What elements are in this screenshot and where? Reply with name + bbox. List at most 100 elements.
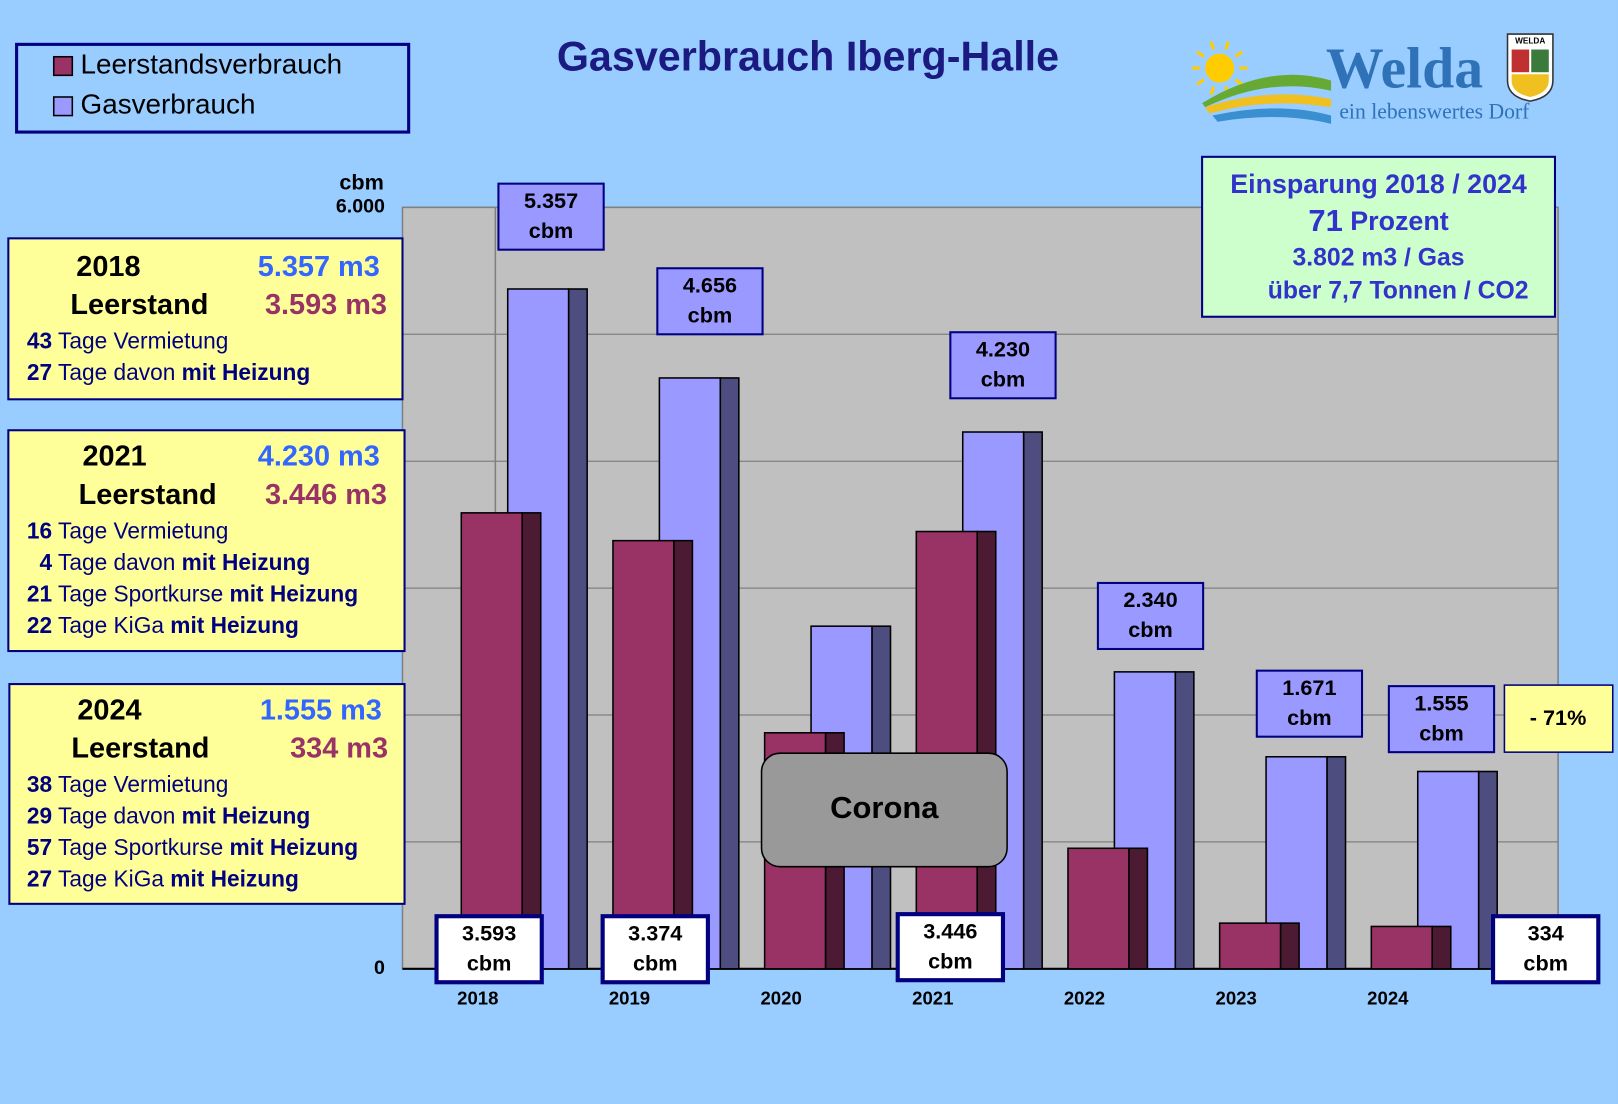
info-segment: 43 bbox=[27, 328, 52, 354]
y-tick-label: 6.000 bbox=[336, 196, 385, 218]
bar-side bbox=[1128, 847, 1149, 970]
change-label: - 71% bbox=[1530, 705, 1587, 730]
x-tick-label: 2023 bbox=[1216, 988, 1257, 1009]
logo-ray bbox=[1209, 86, 1216, 96]
info-line: 22 Tage KiGa mit Heizung bbox=[27, 612, 299, 638]
logo-wave bbox=[1212, 108, 1332, 124]
info-total: 5.357 m3 bbox=[258, 251, 380, 283]
x-tick-label: 2019 bbox=[609, 988, 650, 1009]
logo-crest-text: WELDA bbox=[1515, 36, 1545, 45]
x-tick-label: 2022 bbox=[1064, 988, 1105, 1009]
logo-hill bbox=[1202, 74, 1332, 108]
info-line: 57 Tage Sportkurse mit Heizung bbox=[27, 834, 358, 860]
info-line: 27 Tage davon mit Heizung bbox=[27, 359, 310, 385]
annotation-box bbox=[760, 752, 1008, 868]
value-label: 4.656 bbox=[683, 273, 737, 298]
info-box bbox=[7, 429, 406, 653]
info-year: 2024 bbox=[77, 695, 141, 727]
info-segment: Tage davon bbox=[52, 803, 182, 829]
value-label-box bbox=[1255, 669, 1364, 738]
info-line: 27 Tage KiGa mit Heizung bbox=[27, 866, 299, 892]
info-segment: 57 bbox=[27, 834, 52, 860]
value-label-box bbox=[1387, 685, 1496, 754]
info-segment: Tage Vermietung bbox=[52, 771, 228, 797]
logo-wave bbox=[1205, 94, 1332, 114]
bar-side bbox=[1431, 925, 1452, 970]
legend-label: Gasverbrauch bbox=[81, 89, 256, 120]
logo-crest-base bbox=[1511, 74, 1549, 97]
logo-ray bbox=[1234, 78, 1244, 86]
info-segment: 27 bbox=[27, 359, 52, 385]
bar-side bbox=[1174, 671, 1195, 970]
info-segment: mit Heizung bbox=[182, 359, 311, 385]
bar bbox=[915, 530, 978, 970]
value-label-unit: cbm bbox=[529, 218, 574, 243]
x-tick-label: 2021 bbox=[912, 988, 953, 1009]
info-segment: Tage Vermietung bbox=[52, 517, 228, 543]
logo-slogan: ein lebenswertes Dorf bbox=[1339, 99, 1530, 123]
logo-ray bbox=[1224, 41, 1230, 50]
y-axis-unit: cbm bbox=[339, 169, 384, 194]
logo-name: Welda bbox=[1326, 38, 1483, 101]
info-segment: mit Heizung bbox=[230, 580, 359, 606]
info-leer-label: Leerstand bbox=[79, 479, 217, 511]
savings-percent-text: Prozent bbox=[1343, 206, 1449, 236]
value-label-unit: cbm bbox=[1523, 950, 1568, 975]
x-tick-label: 2018 bbox=[457, 988, 498, 1009]
info-segment: Tage KiGa bbox=[52, 866, 170, 892]
logo-ray bbox=[1196, 78, 1205, 86]
info-segment: mit Heizung bbox=[230, 834, 359, 860]
bar-side bbox=[1022, 431, 1043, 970]
value-label-box bbox=[656, 267, 764, 336]
value-label: 3.374 bbox=[628, 921, 682, 946]
info-segment: Tage KiGa bbox=[52, 612, 170, 638]
value-label: 334 bbox=[1528, 921, 1564, 946]
value-label-unit: cbm bbox=[633, 950, 678, 975]
info-leer: 3.446 m3 bbox=[265, 479, 387, 511]
info-line: 21 Tage Sportkurse mit Heizung bbox=[27, 580, 358, 606]
value-label-unit: cbm bbox=[467, 950, 512, 975]
info-segment: Tage Sportkurse bbox=[52, 580, 229, 606]
info-segment: 22 bbox=[27, 612, 52, 638]
value-label-box bbox=[1096, 581, 1205, 651]
logo-crest-field bbox=[1531, 49, 1549, 73]
savings-heading: Einsparung 2018 / 2024 bbox=[1230, 169, 1527, 199]
value-label-box bbox=[600, 914, 710, 985]
value-label-unit: cbm bbox=[928, 948, 973, 973]
legend-swatch bbox=[52, 55, 74, 77]
bar bbox=[1370, 925, 1433, 970]
savings-percent: 71 Prozent bbox=[1308, 203, 1448, 238]
value-label-unit: cbm bbox=[688, 302, 733, 327]
legend bbox=[15, 42, 411, 134]
y-tick-label: 0 bbox=[374, 957, 385, 979]
info-leer: 334 m3 bbox=[290, 733, 388, 765]
info-segment: 21 bbox=[27, 580, 52, 606]
chart-title: Gasverbrauch Iberg-Halle bbox=[557, 34, 1059, 80]
info-segment: 27 bbox=[27, 866, 52, 892]
info-line: 38 Tage Vermietung bbox=[27, 771, 228, 797]
info-leer: 3.593 m3 bbox=[265, 289, 387, 321]
logo-ray bbox=[1234, 50, 1244, 58]
info-total: 4.230 m3 bbox=[258, 441, 380, 473]
bar bbox=[1067, 847, 1130, 970]
info-box bbox=[8, 683, 406, 905]
info-line: 29 Tage davon mit Heizung bbox=[27, 803, 310, 829]
info-segment: mit Heizung bbox=[170, 612, 299, 638]
info-leer-label: Leerstand bbox=[70, 289, 208, 321]
info-segment: Tage davon bbox=[52, 549, 182, 575]
info-segment: Tage davon bbox=[52, 359, 182, 385]
value-label: 5.357 bbox=[524, 188, 578, 213]
info-segment: 4 bbox=[27, 549, 53, 575]
info-segment: 38 bbox=[27, 771, 52, 797]
legend-swatch bbox=[52, 96, 74, 117]
bar-side bbox=[1279, 922, 1300, 970]
info-total: 1.555 m3 bbox=[260, 695, 382, 727]
x-tick-label: 2020 bbox=[760, 988, 801, 1009]
value-label: 1.555 bbox=[1414, 690, 1468, 715]
annotation: Corona bbox=[830, 790, 939, 825]
bar-side bbox=[567, 288, 588, 970]
value-label-box bbox=[895, 912, 1006, 983]
info-line: 16 Tage Vermietung bbox=[27, 517, 228, 543]
savings-box bbox=[1201, 155, 1557, 318]
